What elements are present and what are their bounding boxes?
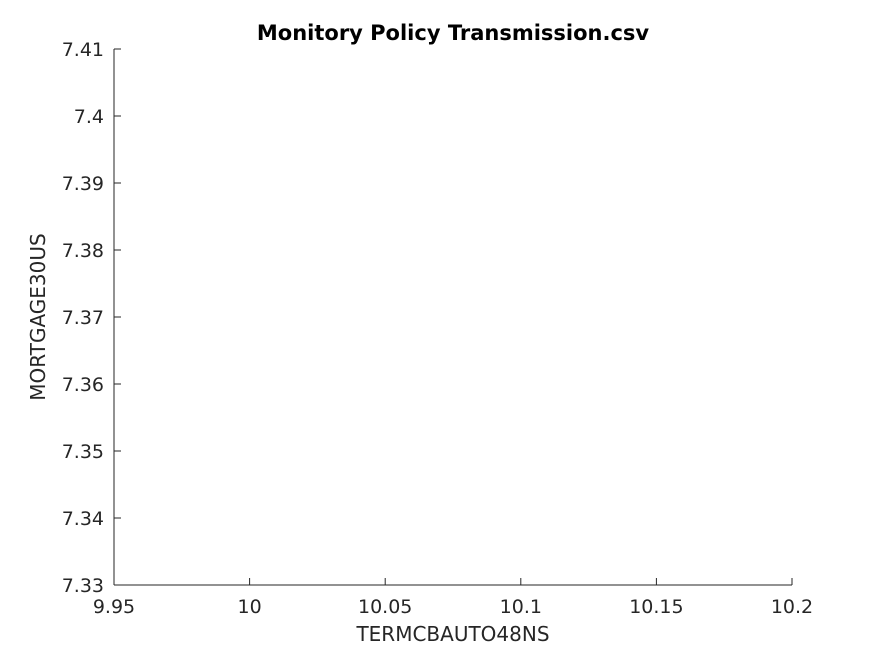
y-tick-label: 7.37 bbox=[62, 307, 104, 329]
y-tick-label: 7.35 bbox=[62, 441, 104, 463]
y-tick-label: 7.38 bbox=[62, 240, 104, 262]
x-axis-ticks: 9.95 10 10.05 10.1 10.15 10.2 bbox=[93, 578, 813, 618]
y-tick-label: 7.36 bbox=[62, 374, 104, 396]
plot-area bbox=[113, 49, 792, 586]
chart-title: Monitory Policy Transmission.csv bbox=[257, 21, 650, 45]
y-axis-ticks: 7.33 7.34 7.35 7.36 7.37 7.38 7.39 7.4 7.41 bbox=[62, 39, 121, 597]
x-axis-label: TERMCBAUTO48NS bbox=[355, 622, 549, 646]
x-tick-label: 10.05 bbox=[358, 596, 412, 618]
y-tick-label: 7.41 bbox=[62, 39, 104, 61]
x-tick-label: 10.1 bbox=[500, 596, 542, 618]
x-tick-label: 10 bbox=[238, 596, 262, 618]
x-tick-label: 10.2 bbox=[771, 596, 813, 618]
y-tick-label: 7.4 bbox=[74, 106, 104, 128]
x-tick-label: 10.15 bbox=[629, 596, 683, 618]
y-tick-label: 7.33 bbox=[62, 575, 104, 597]
y-tick-label: 7.34 bbox=[62, 508, 104, 530]
y-axis-label: MORTGAGE30US bbox=[26, 233, 50, 400]
x-tick-label: 9.95 bbox=[93, 596, 135, 618]
y-tick-label: 7.39 bbox=[62, 173, 104, 195]
